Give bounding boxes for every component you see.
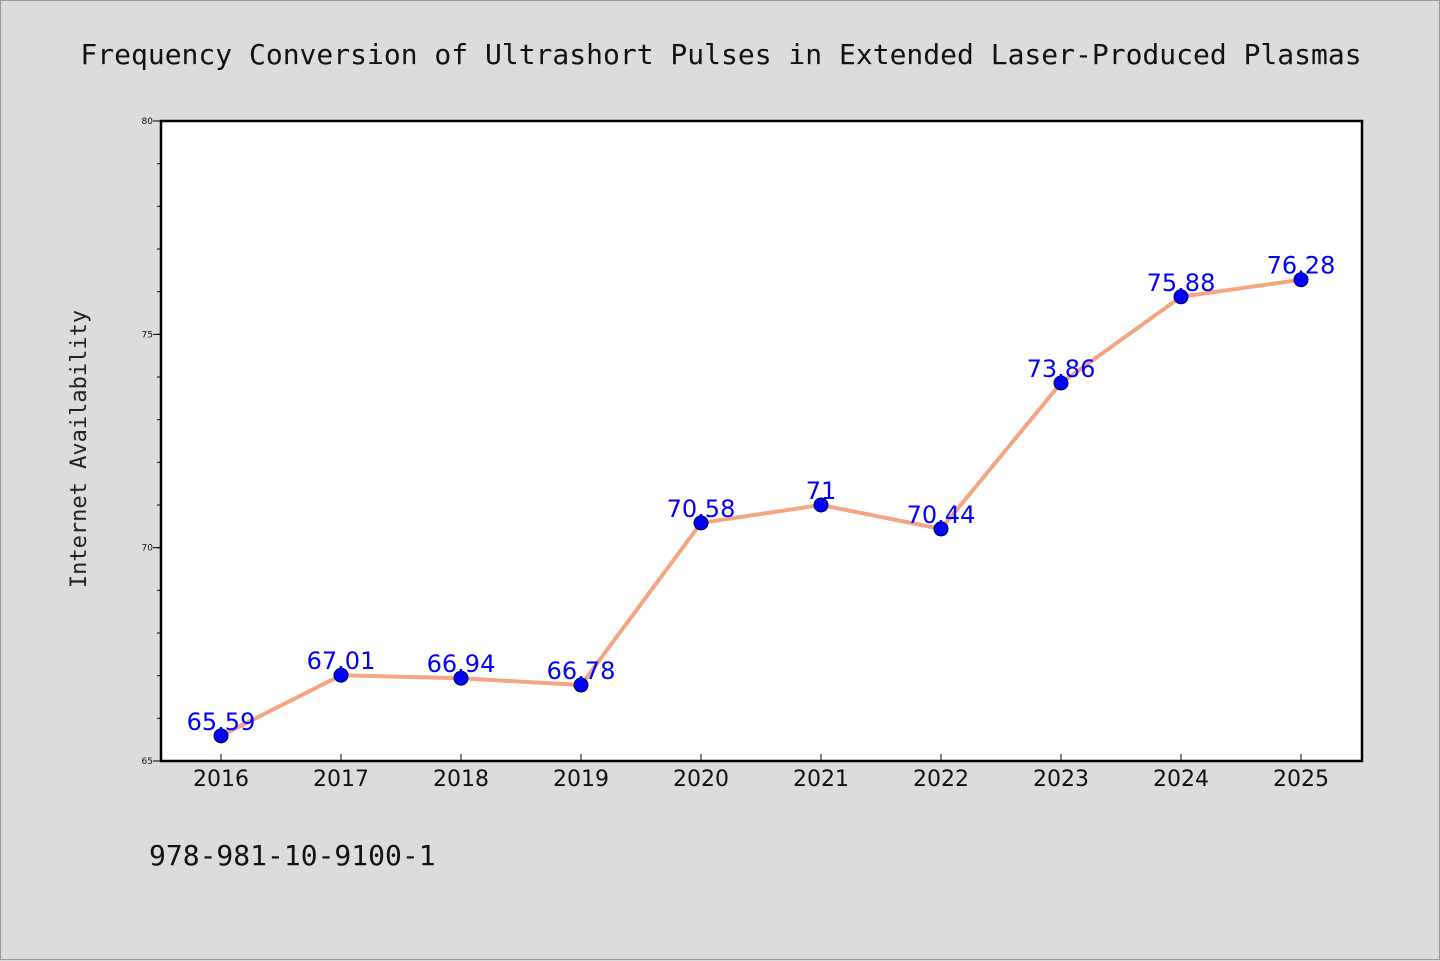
x-tick-label: 2016 — [193, 767, 249, 792]
data-point — [1293, 272, 1309, 288]
data-label: 67.01 — [307, 647, 376, 675]
data-label: 76.28 — [1267, 252, 1336, 280]
y-axis-label: Internet Availability — [67, 310, 92, 588]
data-point — [1053, 375, 1069, 391]
x-tick-label: 2023 — [1033, 767, 1089, 792]
data-point — [933, 521, 949, 537]
data-label: 70.58 — [667, 495, 736, 523]
data-label: 75.88 — [1147, 269, 1216, 297]
chart-title: Frequency Conversion of Ultrashort Pulse… — [80, 38, 1361, 71]
series-line — [219, 277, 1303, 738]
x-tick-label: 2025 — [1273, 767, 1329, 792]
data-point — [333, 667, 349, 683]
data-point — [213, 728, 229, 744]
x-tick-label: 2024 — [1153, 767, 1209, 792]
data-point — [573, 677, 589, 693]
data-label: 66.94 — [427, 650, 496, 678]
y-tick-label: 65 — [142, 757, 153, 767]
data-point — [813, 497, 829, 513]
x-tick-label: 2018 — [433, 767, 489, 792]
x-tick-label: 2022 — [913, 767, 969, 792]
data-label: 65.59 — [187, 708, 256, 736]
x-tick-label: 2017 — [313, 767, 369, 792]
data-label: 71 — [806, 477, 837, 505]
x-tick-label: 2020 — [673, 767, 729, 792]
data-label: 73.86 — [1027, 355, 1096, 383]
data-point — [1173, 289, 1189, 305]
y-tick-label: 80 — [142, 117, 154, 127]
y-tick-label: 70 — [142, 544, 154, 554]
data-point — [693, 515, 709, 531]
data-point — [453, 670, 469, 686]
data-label: 66.78 — [547, 657, 616, 685]
data-label: 70.44 — [907, 501, 976, 529]
x-tick-label: 2019 — [553, 767, 609, 792]
plot-area: 65 70 75 80 2016 2017 2018 2019 2020 2021 2022 2023… — [142, 117, 1364, 792]
isbn-label: 978-981-10-9100-1 — [149, 839, 436, 872]
x-tick-label: 2021 — [793, 767, 849, 792]
y-tick-label: 75 — [142, 330, 153, 340]
plot-frame — [159, 119, 1364, 763]
